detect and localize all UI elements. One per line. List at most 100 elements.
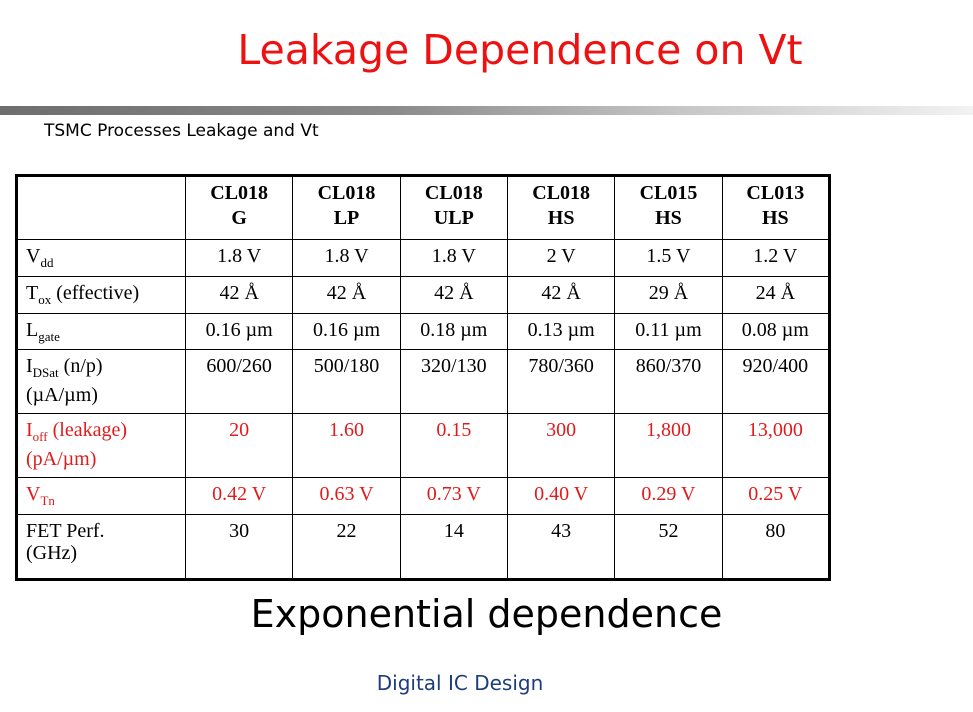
row-label-main: FET Perf. bbox=[26, 520, 105, 542]
table-cell: 42 Å bbox=[399, 276, 508, 314]
table-row-tox: Tox (effective) 42 Å 42 Å 42 Å 42 Å 29 Å… bbox=[16, 276, 831, 314]
table-cell: 42 Å bbox=[184, 276, 294, 314]
row-label-vtn: VTn bbox=[16, 477, 186, 515]
column-header-line1: CL018 bbox=[532, 182, 591, 204]
row-label-suffix: (effective) bbox=[51, 282, 140, 304]
table-cell: 0.11 µm bbox=[614, 313, 723, 350]
table-cell: 0.29 V bbox=[614, 477, 723, 515]
table-cell: 43 bbox=[506, 514, 616, 580]
table-cell: 22 bbox=[292, 514, 401, 580]
row-label-fet-perf: FET Perf. (GHz) bbox=[16, 514, 186, 580]
row-label-sub: Tn bbox=[40, 493, 55, 508]
table-row-idsat: IDSat (n/p) (µA/µm) 600/260 500/180 320/1… bbox=[16, 349, 831, 414]
row-label-sub: ox bbox=[38, 292, 52, 307]
table-cell: 600/260 bbox=[184, 349, 294, 414]
column-header: CL018 G bbox=[184, 175, 294, 240]
table-row-vdd: Vdd 1.8 V 1.8 V 1.8 V 2 V 1.5 V 1.2 V bbox=[16, 239, 831, 277]
row-label-lgate: Lgate bbox=[16, 313, 186, 350]
slide-subtitle: TSMC Processes Leakage and Vt bbox=[44, 121, 319, 141]
row-label-main: I bbox=[26, 355, 33, 377]
table-cell: 24 Å bbox=[721, 276, 831, 314]
table-corner-cell bbox=[16, 175, 186, 240]
column-header: CL013 HS bbox=[721, 175, 831, 240]
table-cell: 1.8 V bbox=[399, 239, 508, 277]
column-header: CL018 ULP bbox=[399, 175, 508, 240]
row-label-sub: off bbox=[32, 429, 48, 444]
row-label-main: V bbox=[26, 245, 41, 267]
column-header-line1: CL013 bbox=[746, 182, 805, 204]
column-header-line1: CL018 bbox=[317, 182, 376, 204]
table-cell: 1.8 V bbox=[292, 239, 401, 277]
column-header-line1: CL015 bbox=[639, 182, 698, 204]
row-label-sub: dd bbox=[40, 255, 54, 270]
table-row-fet-perf: FET Perf. (GHz) 30 22 14 43 52 80 bbox=[16, 514, 831, 580]
table-cell: 0.15 bbox=[399, 413, 508, 478]
table-cell: 500/180 bbox=[292, 349, 401, 414]
table-cell: 52 bbox=[614, 514, 723, 580]
table-cell: 1.60 bbox=[292, 413, 401, 478]
row-label-ioff: Ioff (leakage) (pA/µm) bbox=[16, 413, 186, 478]
column-header: CL018 LP bbox=[292, 175, 401, 240]
column-header-line2: G bbox=[231, 207, 247, 229]
table-cell: 0.40 V bbox=[506, 477, 616, 515]
column-header-line2: LP bbox=[333, 207, 360, 229]
table-cell: 0.16 µm bbox=[184, 313, 294, 350]
table-cell: 80 bbox=[721, 514, 831, 580]
slide-footer: Digital IC Design bbox=[376, 671, 544, 695]
table-row-lgate: Lgate 0.16 µm 0.16 µm 0.18 µm 0.13 µm 0.… bbox=[16, 313, 831, 350]
row-label-main: I bbox=[26, 419, 33, 441]
column-header-line2: HS bbox=[547, 207, 575, 229]
slide-caption: Exponential dependence bbox=[250, 592, 723, 636]
table-cell: 320/130 bbox=[399, 349, 508, 414]
table-cell: 780/360 bbox=[506, 349, 616, 414]
table-cell: 860/370 bbox=[614, 349, 723, 414]
row-label-suffix: (leakage) bbox=[47, 419, 127, 441]
table-cell: 300 bbox=[506, 413, 616, 478]
table-cell: 1.2 V bbox=[721, 239, 831, 277]
table-cell: 29 Å bbox=[614, 276, 723, 314]
table-cell: 0.25 V bbox=[721, 477, 831, 515]
row-label-sub: gate bbox=[38, 329, 60, 344]
table-cell: 0.42 V bbox=[184, 477, 294, 515]
table-cell: 30 bbox=[184, 514, 294, 580]
column-header-line2: HS bbox=[761, 207, 789, 229]
table-row-vtn: VTn 0.42 V 0.63 V 0.73 V 0.40 V 0.29 V 0… bbox=[16, 477, 831, 515]
title-divider bbox=[0, 106, 973, 115]
table-cell: 20 bbox=[184, 413, 294, 478]
row-label-unit: (pA/µm) bbox=[26, 448, 97, 470]
column-header-line1: CL018 bbox=[424, 182, 483, 204]
table-cell: 2 V bbox=[506, 239, 616, 277]
column-header-line2: HS bbox=[655, 207, 682, 229]
row-label-tox: Tox (effective) bbox=[16, 276, 186, 314]
table-cell: 0.08 µm bbox=[721, 313, 831, 350]
column-header-line1: CL018 bbox=[210, 182, 269, 204]
table-header-row: CL018 G CL018 LP CL018 ULP CL018 HS CL015 HS … bbox=[16, 175, 831, 240]
table-cell: 920/400 bbox=[721, 349, 831, 414]
table-cell: 0.16 µm bbox=[292, 313, 401, 350]
row-label-main: L bbox=[26, 319, 39, 341]
column-header-line2: ULP bbox=[433, 207, 474, 229]
slide-title: Leakage Dependence on Vt bbox=[237, 26, 803, 74]
row-label-vdd: Vdd bbox=[16, 239, 186, 277]
table-cell: 0.73 V bbox=[399, 477, 508, 515]
row-label-idsat: IDSat (n/p) (µA/µm) bbox=[16, 349, 186, 414]
table-cell: 1.5 V bbox=[614, 239, 723, 277]
row-label-suffix: (n/p) bbox=[58, 355, 103, 377]
table-cell: 0.13 µm bbox=[506, 313, 616, 350]
row-label-unit: (GHz) bbox=[26, 542, 78, 564]
process-comparison-table: CL018 G CL018 LP CL018 ULP CL018 HS CL015 HS … bbox=[15, 174, 831, 581]
column-header: CL018 HS bbox=[506, 175, 616, 240]
table-cell: 0.63 V bbox=[292, 477, 401, 515]
row-label-main: T bbox=[26, 282, 39, 304]
table-row-ioff: Ioff (leakage) (pA/µm) 20 1.60 0.15 300 1… bbox=[16, 413, 831, 478]
table-cell: 0.18 µm bbox=[399, 313, 508, 350]
table-cell: 13,000 bbox=[721, 413, 831, 478]
table-cell: 14 bbox=[399, 514, 508, 580]
row-label-sub: DSat bbox=[32, 365, 59, 380]
table-cell: 1.8 V bbox=[184, 239, 294, 277]
table-cell: 42 Å bbox=[506, 276, 616, 314]
column-header: CL015 HS bbox=[614, 175, 723, 240]
table-cell: 1,800 bbox=[614, 413, 723, 478]
row-label-main: V bbox=[26, 483, 41, 505]
row-label-unit: (µA/µm) bbox=[26, 384, 98, 406]
